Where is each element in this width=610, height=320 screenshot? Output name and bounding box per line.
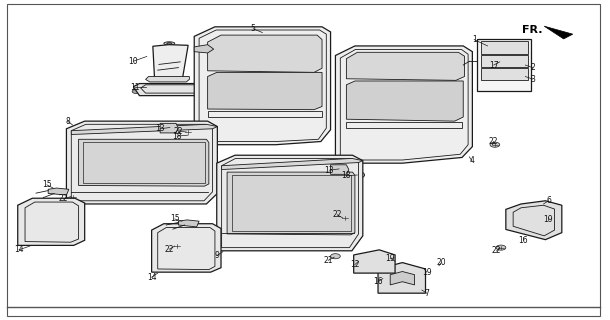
- Ellipse shape: [167, 43, 171, 44]
- Circle shape: [340, 215, 350, 220]
- Polygon shape: [221, 158, 363, 170]
- Text: 14: 14: [147, 273, 156, 282]
- Text: 22: 22: [332, 210, 342, 219]
- Polygon shape: [153, 45, 188, 81]
- Circle shape: [172, 244, 182, 249]
- Polygon shape: [390, 271, 415, 285]
- Circle shape: [68, 194, 77, 199]
- Circle shape: [496, 245, 506, 250]
- Text: 15: 15: [170, 214, 179, 223]
- Text: 9: 9: [214, 251, 219, 260]
- Polygon shape: [66, 121, 217, 204]
- Text: 8: 8: [65, 116, 70, 126]
- Circle shape: [183, 132, 195, 138]
- Text: 4: 4: [469, 156, 474, 165]
- Circle shape: [183, 129, 193, 134]
- Text: 22: 22: [59, 194, 68, 204]
- Polygon shape: [207, 72, 322, 110]
- Polygon shape: [227, 172, 355, 235]
- Text: 16: 16: [518, 236, 528, 245]
- Polygon shape: [336, 46, 472, 163]
- Text: 12: 12: [350, 260, 360, 269]
- Polygon shape: [194, 123, 213, 131]
- Text: 19: 19: [386, 254, 395, 263]
- Polygon shape: [194, 27, 331, 145]
- Text: 6: 6: [546, 196, 551, 205]
- Circle shape: [490, 142, 500, 147]
- Polygon shape: [134, 84, 205, 96]
- Circle shape: [353, 172, 365, 178]
- Text: 2: 2: [530, 63, 535, 72]
- Polygon shape: [194, 45, 213, 53]
- Circle shape: [199, 90, 206, 93]
- Circle shape: [525, 207, 535, 212]
- Polygon shape: [152, 224, 221, 272]
- Text: 5: 5: [251, 24, 256, 33]
- Circle shape: [398, 156, 407, 161]
- Polygon shape: [346, 81, 463, 121]
- Circle shape: [509, 72, 515, 75]
- Circle shape: [525, 223, 535, 228]
- Text: 10: 10: [129, 57, 138, 66]
- Circle shape: [509, 46, 515, 50]
- Polygon shape: [207, 35, 322, 72]
- Text: 14: 14: [14, 245, 24, 254]
- Text: 18: 18: [342, 172, 351, 180]
- Polygon shape: [160, 123, 178, 133]
- Text: 13: 13: [325, 166, 334, 175]
- Text: 11: 11: [130, 83, 139, 92]
- Text: 1: 1: [472, 35, 476, 44]
- Polygon shape: [79, 139, 209, 186]
- Polygon shape: [481, 55, 528, 67]
- Text: 13: 13: [156, 124, 165, 133]
- Polygon shape: [71, 124, 217, 134]
- Circle shape: [281, 244, 290, 249]
- Text: FR.: FR.: [522, 25, 542, 35]
- Circle shape: [540, 216, 550, 221]
- Polygon shape: [346, 52, 464, 80]
- Circle shape: [356, 173, 362, 177]
- Circle shape: [331, 254, 340, 259]
- Text: 3: 3: [530, 75, 535, 84]
- Text: 22: 22: [174, 127, 183, 136]
- Circle shape: [490, 46, 497, 50]
- Circle shape: [490, 72, 497, 75]
- Polygon shape: [18, 198, 85, 245]
- Circle shape: [509, 59, 515, 62]
- Circle shape: [259, 138, 268, 142]
- Circle shape: [137, 197, 145, 202]
- Text: 19: 19: [422, 268, 431, 277]
- Text: 17: 17: [489, 60, 498, 69]
- Text: 18: 18: [173, 132, 182, 140]
- Polygon shape: [331, 165, 349, 174]
- Polygon shape: [146, 76, 189, 82]
- Ellipse shape: [164, 42, 174, 45]
- Polygon shape: [217, 155, 363, 251]
- Text: 16: 16: [373, 277, 383, 286]
- Polygon shape: [178, 220, 199, 227]
- Text: 15: 15: [42, 180, 52, 189]
- Text: 22: 22: [489, 137, 498, 146]
- Text: 7: 7: [425, 289, 429, 298]
- Polygon shape: [477, 39, 531, 91]
- Polygon shape: [354, 250, 395, 273]
- Polygon shape: [481, 68, 528, 80]
- Polygon shape: [48, 188, 69, 195]
- Polygon shape: [506, 201, 562, 240]
- Polygon shape: [544, 26, 573, 39]
- Circle shape: [490, 59, 497, 62]
- Polygon shape: [378, 263, 426, 293]
- Text: 22: 22: [492, 246, 501, 255]
- Text: 22: 22: [165, 245, 174, 254]
- Circle shape: [186, 133, 192, 137]
- Text: 19: 19: [544, 215, 553, 224]
- Text: 21: 21: [323, 256, 333, 265]
- Text: 20: 20: [437, 258, 446, 267]
- Polygon shape: [481, 42, 528, 54]
- Circle shape: [132, 90, 140, 93]
